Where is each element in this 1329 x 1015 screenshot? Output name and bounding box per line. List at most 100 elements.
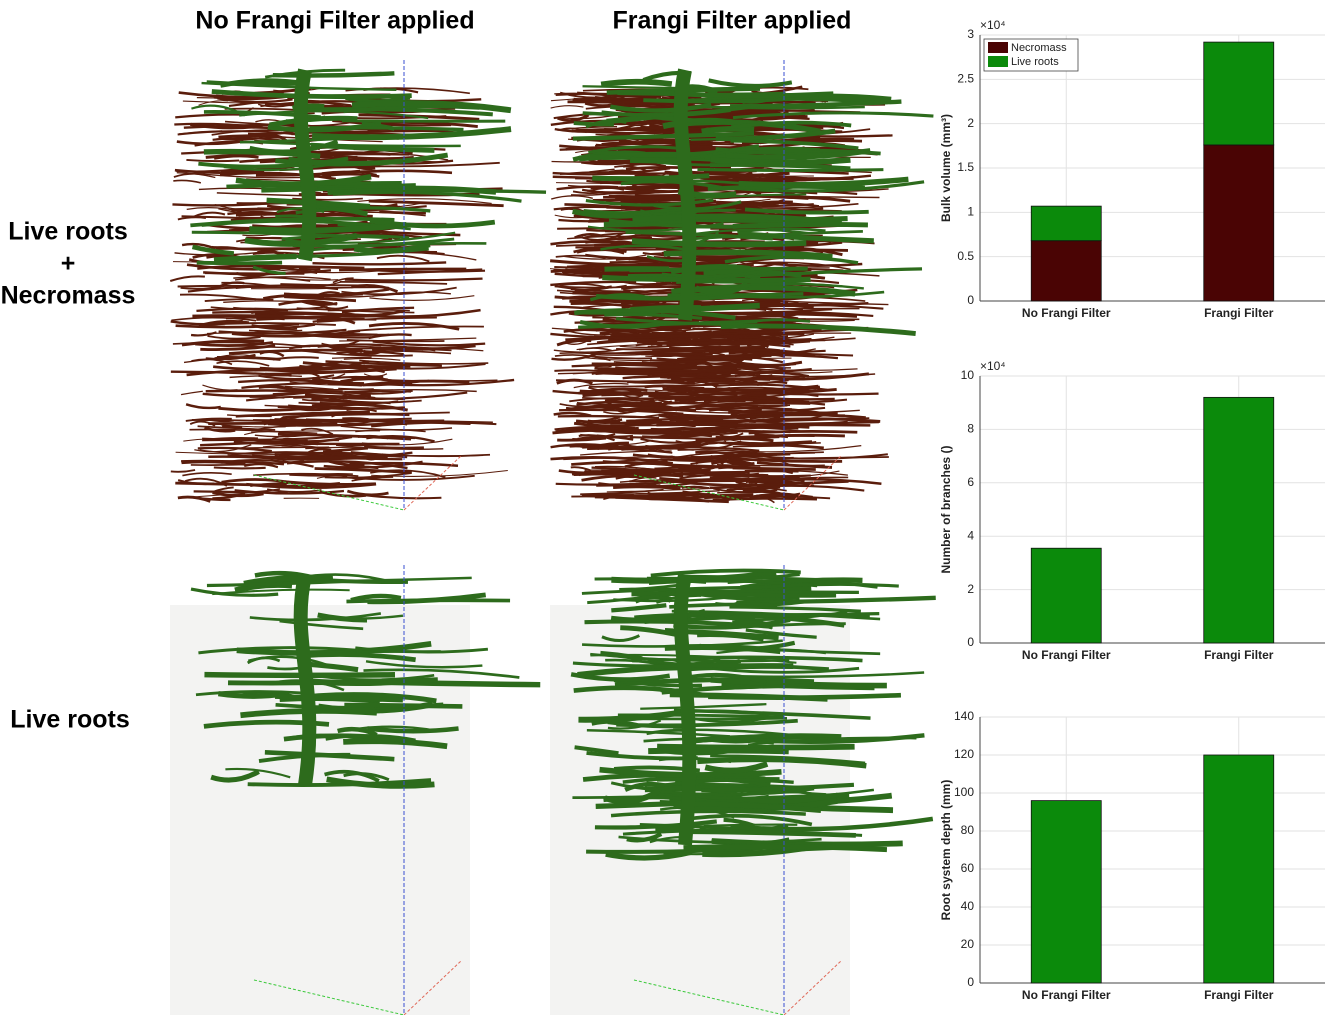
root bbox=[603, 494, 634, 500]
x-tick-label: No Frangi Filter bbox=[1022, 648, 1111, 662]
root bbox=[195, 690, 304, 697]
y-tick-label: 10 bbox=[961, 368, 975, 382]
root bbox=[182, 471, 232, 477]
root bbox=[597, 95, 620, 101]
root bbox=[603, 335, 665, 341]
root bbox=[645, 354, 689, 358]
root bbox=[554, 354, 611, 362]
root bbox=[207, 329, 303, 335]
root bbox=[640, 438, 706, 444]
root bbox=[229, 375, 302, 379]
root bbox=[669, 414, 785, 422]
root bbox=[304, 393, 372, 399]
root bbox=[603, 788, 661, 805]
root bbox=[344, 309, 406, 317]
root bbox=[559, 171, 630, 176]
root bbox=[363, 373, 388, 377]
root bbox=[745, 628, 817, 639]
root bbox=[181, 242, 216, 250]
root bbox=[650, 568, 801, 578]
root bbox=[710, 754, 866, 765]
root bbox=[370, 469, 446, 479]
root bbox=[682, 229, 863, 241]
root bbox=[650, 426, 772, 431]
root bbox=[594, 819, 718, 830]
root bbox=[613, 485, 681, 491]
root bbox=[289, 381, 374, 386]
root bbox=[557, 414, 660, 420]
root bbox=[309, 125, 464, 132]
root bbox=[723, 817, 756, 828]
root bbox=[610, 781, 676, 792]
root bbox=[607, 719, 662, 730]
bar bbox=[1203, 396, 1275, 644]
root bbox=[171, 316, 257, 322]
root bbox=[247, 778, 432, 787]
root bbox=[556, 185, 619, 191]
root bbox=[675, 330, 730, 335]
root bbox=[343, 738, 448, 750]
root bbox=[709, 474, 805, 483]
root bbox=[631, 238, 807, 248]
root bbox=[183, 123, 304, 129]
root bbox=[324, 472, 412, 479]
root bbox=[368, 199, 504, 208]
root bbox=[351, 375, 384, 379]
root bbox=[178, 130, 223, 136]
root bbox=[186, 368, 275, 377]
root bbox=[251, 287, 353, 290]
root bbox=[192, 496, 231, 502]
root bbox=[278, 299, 334, 306]
root bbox=[573, 247, 627, 254]
root bbox=[609, 102, 712, 113]
root bbox=[316, 316, 437, 323]
root bbox=[650, 89, 834, 99]
root bbox=[661, 267, 775, 279]
root bbox=[702, 308, 833, 314]
root bbox=[170, 469, 196, 473]
root bbox=[691, 591, 800, 601]
root bbox=[255, 310, 279, 317]
root bbox=[575, 210, 650, 218]
root bbox=[290, 733, 365, 742]
root bbox=[170, 370, 292, 377]
root bbox=[191, 244, 235, 256]
y-tick-label: 100 bbox=[954, 785, 974, 799]
root bbox=[717, 491, 813, 498]
root bbox=[311, 126, 512, 141]
root bbox=[644, 384, 704, 393]
legend-label: Necromass bbox=[1011, 42, 1067, 54]
root bbox=[629, 436, 729, 441]
x-tick-label: Frangi Filter bbox=[1204, 988, 1274, 1002]
root bbox=[655, 778, 794, 788]
axis-y bbox=[783, 959, 843, 1015]
root bbox=[557, 113, 590, 122]
root bbox=[368, 321, 460, 331]
root bbox=[550, 280, 637, 287]
root bbox=[640, 703, 767, 710]
root bbox=[189, 428, 311, 435]
root bbox=[177, 479, 215, 486]
root bbox=[289, 473, 348, 477]
root bbox=[258, 374, 335, 381]
root bbox=[185, 417, 232, 422]
root bbox=[194, 172, 332, 179]
root bbox=[249, 286, 389, 289]
root bbox=[755, 312, 793, 318]
root bbox=[216, 192, 312, 197]
root bbox=[605, 849, 693, 861]
root bbox=[281, 445, 321, 448]
root bbox=[379, 210, 426, 215]
legend-swatch bbox=[988, 42, 1008, 53]
axis-x bbox=[253, 474, 405, 511]
root bbox=[552, 389, 661, 396]
y-axis-label: Root system depth (mm) bbox=[939, 780, 953, 921]
root bbox=[704, 761, 769, 774]
root bbox=[266, 488, 322, 493]
root bbox=[687, 714, 777, 724]
root bbox=[657, 743, 855, 751]
root bbox=[570, 466, 592, 472]
root bbox=[578, 319, 758, 329]
y-tick-label: 60 bbox=[961, 861, 975, 875]
root bbox=[217, 355, 281, 361]
